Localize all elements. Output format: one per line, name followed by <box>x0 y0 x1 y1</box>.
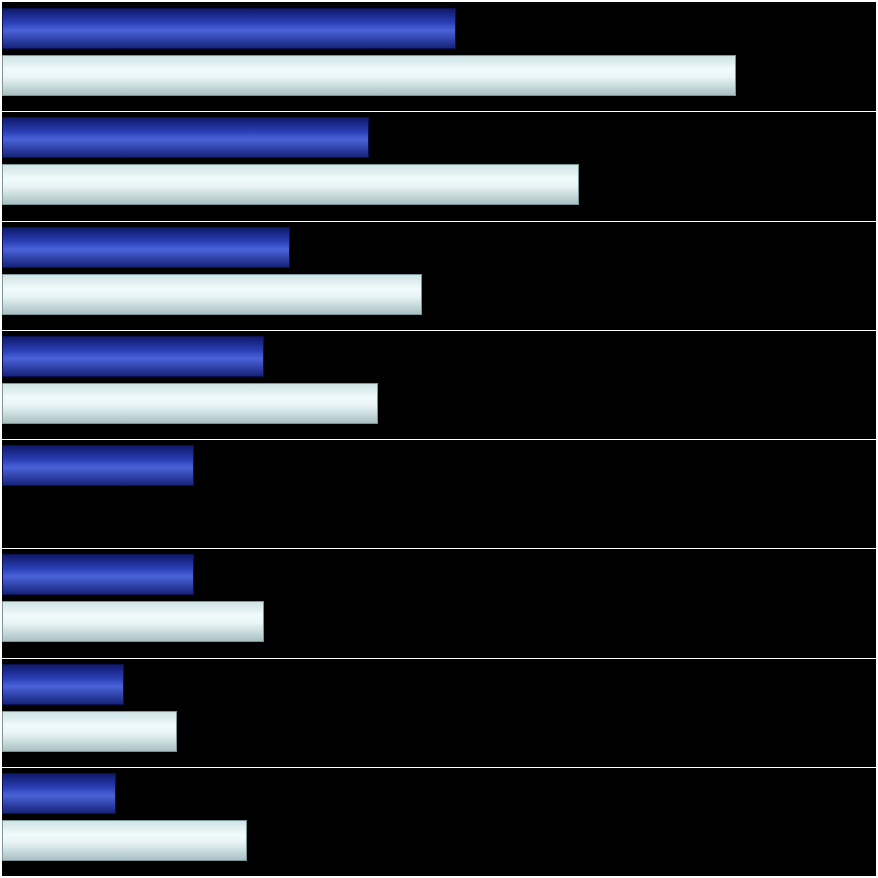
bar-series-blue <box>2 773 116 814</box>
bar-series-light <box>2 820 247 861</box>
group-divider <box>2 658 876 659</box>
horizontal-bar-chart <box>0 0 878 878</box>
bar-series-light <box>2 601 264 642</box>
bar-series-blue <box>2 227 290 268</box>
group-divider <box>2 439 876 440</box>
group-divider <box>2 330 876 331</box>
group-divider <box>2 111 876 112</box>
bar-series-blue <box>2 336 264 377</box>
bar-series-blue <box>2 8 456 49</box>
bar-series-blue <box>2 117 369 158</box>
bar-series-light <box>2 711 177 752</box>
bar-series-light <box>2 164 579 205</box>
group-divider <box>2 767 876 768</box>
bar-series-light <box>2 383 378 424</box>
bar-series-blue <box>2 445 194 486</box>
group-divider <box>2 221 876 222</box>
bar-series-light <box>2 55 736 96</box>
bar-series-light <box>2 274 422 315</box>
bar-series-blue <box>2 554 194 595</box>
group-divider <box>2 548 876 549</box>
bar-series-blue <box>2 664 124 705</box>
